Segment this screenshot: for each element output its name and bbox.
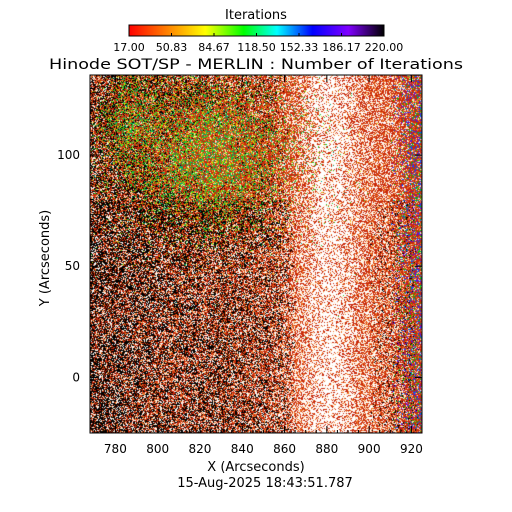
- colorbar-tick-label: 186.17: [322, 41, 361, 54]
- y-axis: 0 50 100: [57, 87, 422, 423]
- chart-title: Hinode SOT/SP - MERLIN : Number of Itera…: [49, 57, 463, 73]
- plot-area: [89, 74, 423, 434]
- x-tick-label: 820: [189, 442, 212, 456]
- colorbar-ticks: 17.00 50.83 84.67 118.50 152.33 186.17 220.00: [113, 33, 403, 54]
- x-tick-label: 880: [315, 442, 338, 456]
- colorbar-tick-label: 118.50: [237, 41, 276, 54]
- x-axis-label: X (Arcseconds): [207, 460, 304, 475]
- y-axis-label: Y (Arcseconds): [38, 210, 53, 307]
- y-tick-label: 0: [72, 370, 80, 384]
- colorbar-tick-label: 84.67: [198, 41, 230, 54]
- colorbar-tick-label: 220.00: [365, 41, 404, 54]
- colorbar-tick-label: 152.33: [280, 41, 319, 54]
- colorbar-tick-label: 50.83: [156, 41, 188, 54]
- x-tick-label: 780: [104, 442, 127, 456]
- timestamp: 15-Aug-2025 18:43:51.787: [177, 476, 353, 491]
- x-tick-label: 860: [273, 442, 296, 456]
- colorbar-title: Iterations: [225, 8, 287, 23]
- colorbar-tick-label: 17.00: [113, 41, 145, 54]
- plot-frame: [89, 74, 423, 434]
- x-tick-label: 920: [400, 442, 423, 456]
- y-tick-label: 50: [65, 259, 80, 273]
- x-axis: 780 800 820 840 860 880 900 920: [93, 75, 423, 456]
- heatmap-image: [90, 75, 422, 433]
- x-tick-label: 840: [231, 442, 254, 456]
- y-tick-label: 100: [57, 148, 80, 162]
- x-tick-label: 900: [358, 442, 381, 456]
- x-tick-label: 800: [146, 442, 169, 456]
